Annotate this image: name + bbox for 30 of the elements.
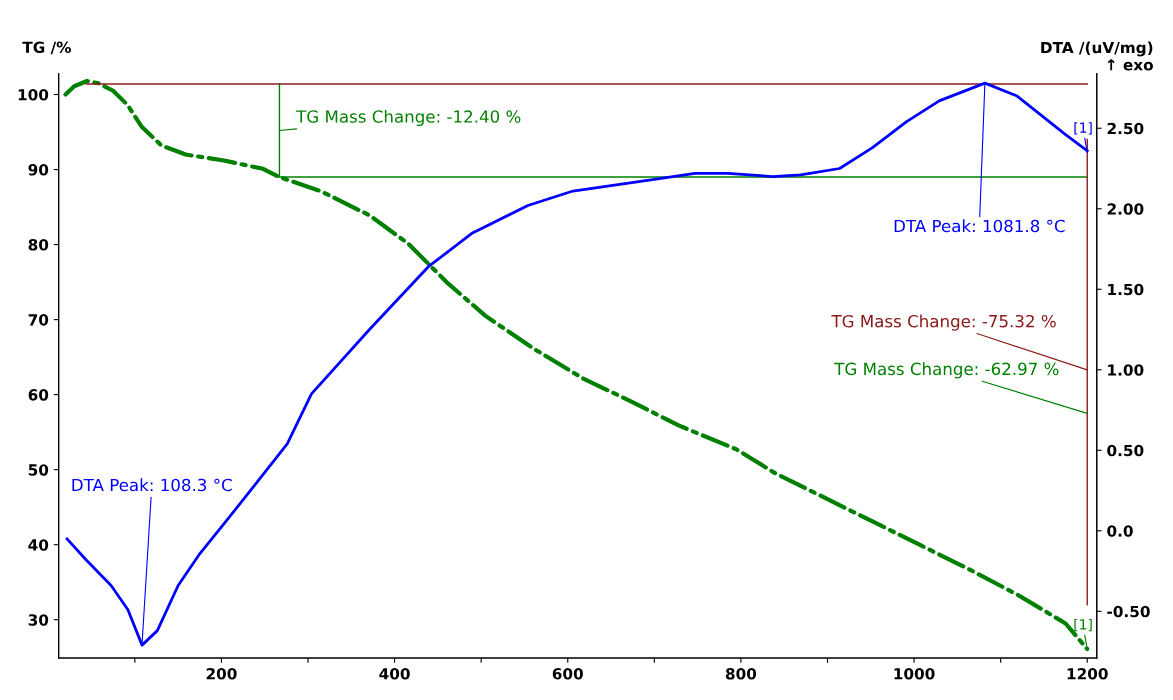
y-tick-label: 60 [28, 389, 49, 401]
x-tick-label: 1200 [1067, 667, 1108, 680]
x-tick-label: 600 [552, 667, 583, 680]
y-tick-label: 40 [28, 539, 49, 551]
annotation: DTA Peak: 108.3 °C [72, 478, 232, 492]
y-tick-label: 70 [28, 314, 49, 326]
annotation: TG Mass Change: -12.40 % [296, 109, 521, 127]
y-tick-label: 90 [28, 164, 49, 176]
annotation: DTA Peak: 1081.8 °C [894, 219, 1065, 233]
annotation: TG Mass Change: -62.97 % [834, 362, 1059, 379]
y2-tick-label: -0.50 [1107, 605, 1150, 618]
annotation: TG Mass Change: -75.32 % [831, 314, 1056, 331]
annotation: [1] [1074, 122, 1092, 135]
x-tick-label: 200 [206, 667, 237, 680]
y-tick-label: 30 [28, 614, 49, 626]
y-tick-label: 100 [18, 88, 49, 101]
y2-axis-title: DTA /(uV/mg) ↑ exo [1041, 41, 1153, 71]
y-tick-label: 80 [28, 239, 49, 251]
y-axis-title: TG /% [22, 41, 71, 55]
y2-tick-label: 1.50 [1108, 283, 1144, 296]
y2-tick-label: 0.0 [1107, 525, 1133, 537]
y2-tick-label: 0.50 [1107, 444, 1144, 457]
x-tick-label: 1000 [894, 667, 935, 680]
y2-tick-label: 2.00 [1107, 203, 1144, 215]
y-tick-label: 50 [28, 464, 49, 476]
x-tick-label: 400 [379, 667, 410, 680]
y2-tick-label: 1.00 [1108, 364, 1144, 376]
y2-tick-label: 2.50 [1107, 122, 1144, 135]
x-tick-label: 800 [725, 667, 757, 680]
annotation: [1] [1074, 618, 1092, 632]
